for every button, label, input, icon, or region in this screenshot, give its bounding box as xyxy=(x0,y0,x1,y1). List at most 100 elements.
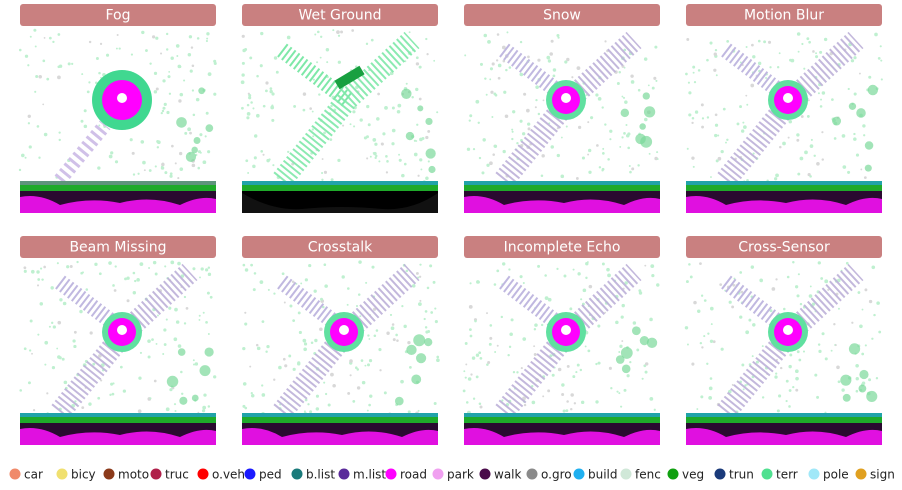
point xyxy=(298,330,302,334)
point xyxy=(715,159,719,163)
vegetation xyxy=(411,374,422,385)
point xyxy=(601,262,605,266)
point xyxy=(808,40,811,44)
legend-label: park xyxy=(447,468,474,482)
point xyxy=(119,365,123,369)
point xyxy=(250,391,253,395)
vegetation xyxy=(848,343,861,355)
point xyxy=(508,66,512,69)
point xyxy=(202,311,205,314)
point xyxy=(183,79,186,82)
point xyxy=(244,311,247,314)
point xyxy=(712,340,716,344)
point xyxy=(332,384,336,388)
title-bar xyxy=(20,4,216,26)
legend-label: fenc xyxy=(635,468,661,482)
point xyxy=(703,299,707,302)
vegetation xyxy=(620,346,633,359)
point xyxy=(368,358,373,363)
legend-label: bicy xyxy=(71,468,96,482)
point xyxy=(24,54,29,58)
point xyxy=(522,337,527,341)
point xyxy=(501,399,504,402)
point xyxy=(686,38,690,41)
point xyxy=(853,137,857,141)
point xyxy=(424,326,428,329)
point xyxy=(92,362,96,366)
point xyxy=(845,261,849,265)
point xyxy=(321,178,324,181)
point xyxy=(81,406,85,410)
point xyxy=(598,166,602,169)
point xyxy=(527,122,531,126)
point xyxy=(351,29,354,32)
legend-label: walk xyxy=(494,468,522,482)
point xyxy=(506,31,509,34)
point xyxy=(576,66,581,70)
point xyxy=(551,373,555,377)
point xyxy=(207,332,210,335)
point xyxy=(653,76,657,80)
point xyxy=(130,53,134,56)
point xyxy=(327,403,331,407)
point xyxy=(163,343,167,346)
point xyxy=(636,348,640,352)
point xyxy=(533,352,537,357)
point xyxy=(126,299,130,303)
point xyxy=(391,106,395,110)
point xyxy=(544,274,547,277)
point xyxy=(799,156,804,161)
point xyxy=(535,98,538,102)
point xyxy=(853,92,857,96)
point xyxy=(817,261,821,265)
point xyxy=(255,113,260,118)
point xyxy=(468,119,471,122)
legend-label: road xyxy=(400,468,427,482)
vegetation xyxy=(428,165,436,174)
point xyxy=(292,319,296,323)
point xyxy=(403,324,407,329)
point xyxy=(417,174,420,177)
point xyxy=(851,321,854,324)
vegetation xyxy=(635,133,646,145)
point xyxy=(39,302,44,306)
point xyxy=(273,56,278,60)
point xyxy=(610,387,613,390)
point xyxy=(261,393,266,397)
point xyxy=(534,106,537,109)
point xyxy=(319,327,323,332)
point xyxy=(602,147,605,150)
point xyxy=(688,113,692,117)
point xyxy=(323,131,326,135)
point xyxy=(36,284,40,287)
point xyxy=(868,378,872,382)
point xyxy=(868,75,872,79)
point xyxy=(713,68,717,72)
point xyxy=(175,44,180,48)
range-top xyxy=(20,181,216,191)
point xyxy=(544,296,549,300)
point xyxy=(795,376,799,381)
point xyxy=(875,377,879,380)
point xyxy=(241,34,245,38)
point xyxy=(372,152,375,154)
point xyxy=(774,177,778,181)
point xyxy=(651,86,655,90)
point xyxy=(143,169,146,172)
point xyxy=(761,345,764,348)
point xyxy=(168,306,172,310)
point xyxy=(191,163,196,168)
point xyxy=(618,351,621,353)
point xyxy=(23,269,27,273)
point xyxy=(623,66,626,69)
point xyxy=(850,59,855,63)
point xyxy=(174,162,177,165)
point xyxy=(785,379,789,383)
point xyxy=(648,152,651,155)
point xyxy=(361,380,366,385)
point xyxy=(788,389,792,392)
point xyxy=(147,355,151,359)
point xyxy=(656,151,659,154)
panel-title: Crosstalk xyxy=(308,240,373,256)
point xyxy=(408,31,411,34)
